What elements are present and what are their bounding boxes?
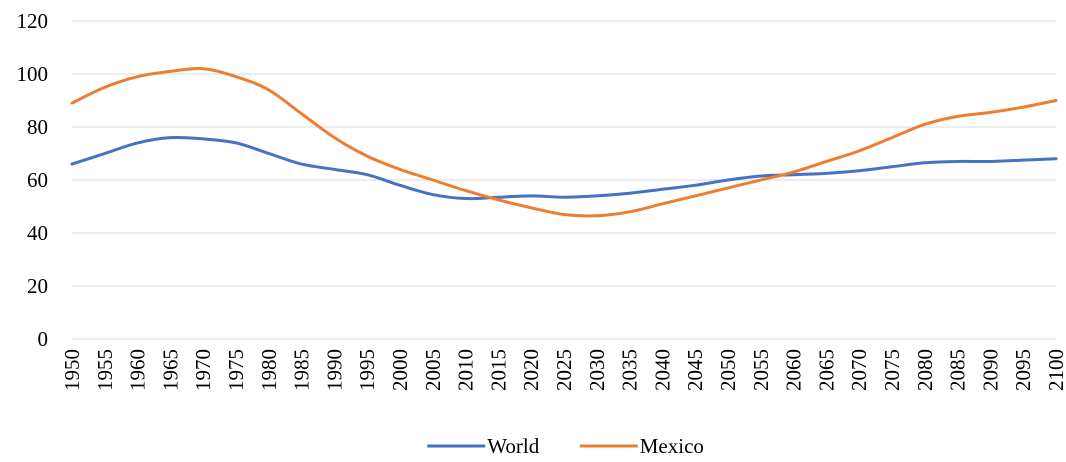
legend-label: World (487, 434, 539, 458)
x-tick-label: 2045 (683, 349, 707, 391)
x-tick-label: 2060 (782, 349, 806, 391)
x-tick-label: 2000 (388, 349, 412, 391)
legend-item-world: World (427, 434, 540, 458)
x-tick-label: 2040 (650, 349, 674, 391)
legend: World Mexico (427, 434, 704, 458)
x-tick-label: 2050 (716, 349, 740, 391)
y-tick-label: 60 (27, 168, 48, 192)
x-tick-label: 2090 (978, 349, 1002, 391)
x-tick-label: 2035 (618, 349, 642, 391)
y-tick-label: 20 (27, 274, 48, 298)
y-tick-label: 0 (38, 327, 49, 351)
x-tick-label: 2080 (913, 349, 937, 391)
x-tick-label: 2085 (946, 349, 970, 391)
x-tick-label: 2070 (847, 349, 871, 391)
x-tick-label: 1985 (290, 349, 314, 391)
x-tick-label: 1960 (126, 349, 150, 391)
x-tick-label: 2015 (486, 349, 510, 391)
x-tick-label: 1975 (224, 349, 248, 391)
x-tick-label: 2055 (749, 349, 773, 391)
x-tick-label: 1995 (355, 349, 379, 391)
x-tick-label: 1970 (191, 349, 215, 391)
x-axis-ticks: 1950 1955 1960 1965 1970 1975 1980 1985 1990 1995… (60, 349, 1066, 391)
y-tick-label: 80 (27, 115, 48, 139)
x-tick-label: 1990 (322, 349, 346, 391)
x-tick-label: 2030 (585, 349, 609, 391)
x-tick-label: 2025 (552, 349, 576, 391)
series-line-mexico (70, 67, 1058, 218)
y-tick-label: 40 (27, 221, 48, 245)
x-tick-label: 1955 (93, 349, 117, 391)
series-lines (70, 67, 1058, 218)
x-tick-label: 1980 (257, 349, 281, 391)
y-tick-label: 100 (17, 62, 49, 86)
x-tick-label: 2095 (1011, 349, 1035, 391)
legend-item-mexico: Mexico (579, 434, 704, 458)
x-tick-label: 2020 (519, 349, 543, 391)
gridlines (72, 20, 1056, 340)
y-tick-label: 120 (17, 9, 49, 33)
x-tick-label: 1950 (60, 349, 84, 391)
x-tick-label: 2100 (1044, 349, 1066, 391)
x-tick-label: 2005 (421, 349, 445, 391)
x-tick-label: 2065 (814, 349, 838, 391)
x-tick-label: 1965 (158, 349, 182, 391)
legend-label: Mexico (640, 434, 704, 458)
x-tick-label: 2010 (454, 349, 478, 391)
x-tick-label: 2075 (880, 349, 904, 391)
series-line-world (70, 135, 1058, 201)
y-axis-ticks: 0 20 40 60 80 100 120 (17, 9, 49, 351)
